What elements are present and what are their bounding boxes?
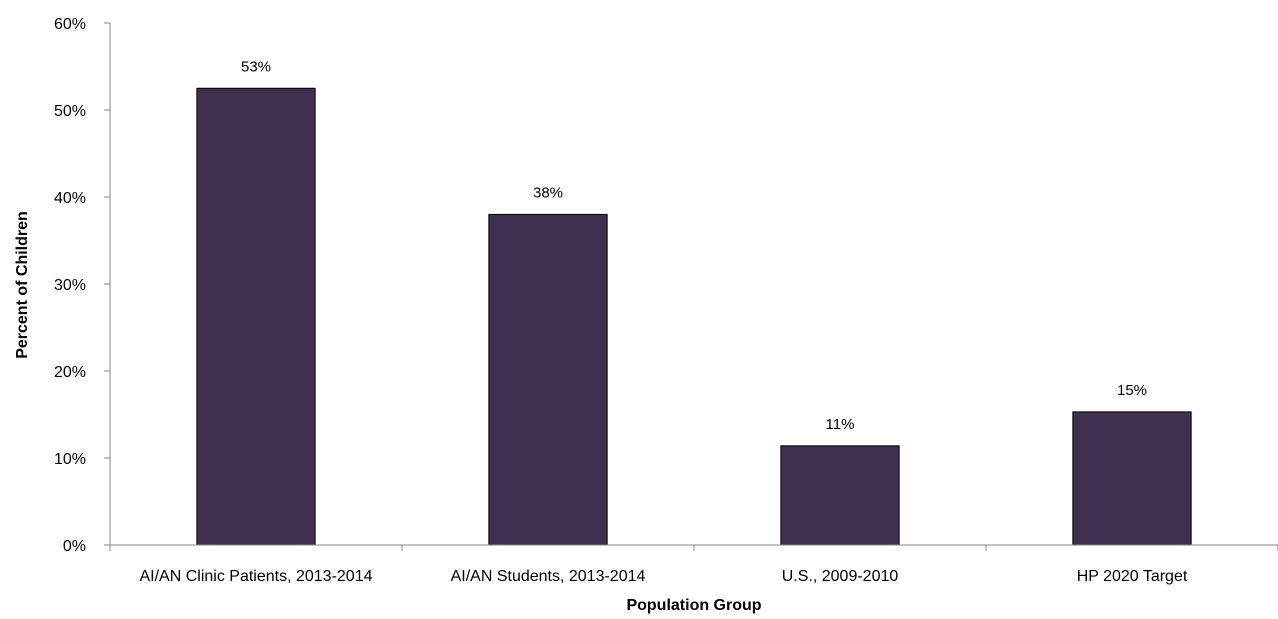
x-tick-label: U.S., 2009-2010 <box>782 568 899 585</box>
x-tick-label: AI/AN Students, 2013-2014 <box>451 568 646 585</box>
y-tick-label: 60% <box>54 16 86 33</box>
bar <box>780 445 900 546</box>
y-axis-ticks: 0% 10% 20% 30% 40% 50% 60% <box>54 16 110 555</box>
data-label: 38% <box>533 184 563 201</box>
y-tick-label: 50% <box>54 103 86 120</box>
x-axis-title: Population Group <box>626 597 761 614</box>
x-axis-ticks: AI/AN Clinic Patients, 2013-2014 AI/AN St… <box>109 545 1278 585</box>
bars <box>196 87 1192 546</box>
data-label: 53% <box>241 58 271 75</box>
y-tick-label: 30% <box>54 277 86 294</box>
bar <box>196 87 316 546</box>
x-tick-label: AI/AN Clinic Patients, 2013-2014 <box>139 568 372 585</box>
y-tick-label: 20% <box>54 364 86 381</box>
y-tick-label: 10% <box>54 451 86 468</box>
bar <box>1072 411 1192 546</box>
y-tick-label: 40% <box>54 190 86 207</box>
data-labels: 53% 38% 11% 15% <box>241 58 1147 433</box>
data-label: 15% <box>1117 382 1147 399</box>
x-tick-label: HP 2020 Target <box>1077 568 1188 585</box>
y-tick-label: 0% <box>63 538 86 555</box>
data-label: 11% <box>826 416 855 433</box>
bar <box>488 213 608 546</box>
y-axis-title: Percent of Children <box>14 211 31 359</box>
